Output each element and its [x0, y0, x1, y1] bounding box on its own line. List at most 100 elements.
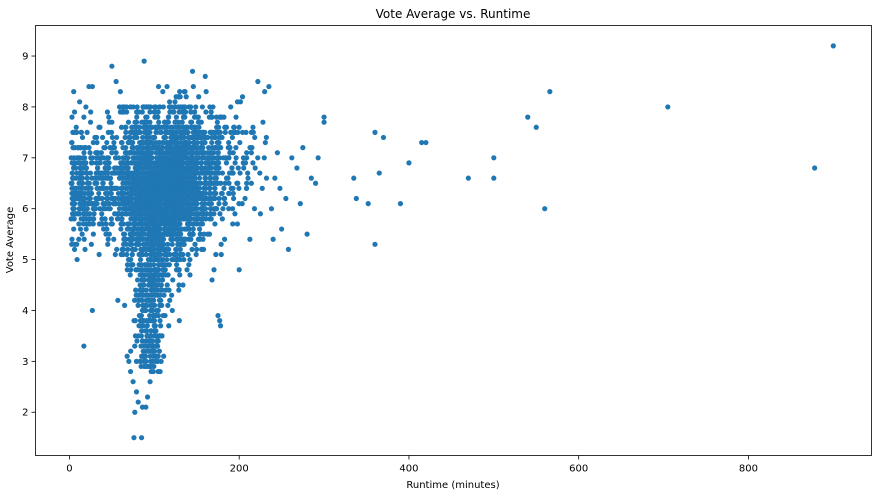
scatter-point [297, 201, 303, 207]
scatter-point [118, 185, 124, 191]
scatter-point [197, 221, 204, 227]
scatter-point [155, 368, 161, 375]
scatter-point [149, 206, 155, 212]
scatter-point [145, 129, 152, 135]
scatter-point [138, 155, 144, 161]
scatter-point [172, 190, 178, 197]
y-tick-label: 6 [22, 204, 28, 215]
scatter-point [245, 170, 251, 176]
scatter-point [221, 236, 228, 242]
scatter-point [147, 109, 153, 115]
scatter-point [184, 206, 190, 212]
scatter-point [116, 170, 122, 176]
scatter-point [125, 226, 132, 232]
scatter-point [174, 211, 180, 217]
scatter-point [181, 241, 187, 247]
scatter-point [71, 226, 77, 232]
scatter-point [209, 155, 215, 161]
scatter-point [274, 150, 280, 156]
scatter-point [155, 312, 162, 319]
scatter-point [194, 170, 200, 176]
scatter-point [162, 150, 169, 156]
scatter-point [102, 165, 108, 171]
scatter-point [190, 129, 196, 135]
scatter-point [139, 195, 145, 202]
scatter-point [226, 180, 232, 186]
scatter-point [179, 226, 185, 232]
scatter-point [171, 231, 177, 237]
scatter-point [100, 175, 106, 181]
scatter-point [104, 139, 110, 146]
scatter-point [147, 190, 153, 197]
scatter-point [300, 145, 306, 151]
scatter-point [87, 211, 93, 217]
scatter-point [229, 134, 236, 141]
scatter-point [186, 262, 192, 268]
scatter-point [191, 190, 198, 197]
scatter-point [236, 124, 242, 130]
scatter-point [152, 292, 158, 298]
scatter-point [176, 109, 182, 115]
scatter-point [158, 287, 164, 293]
scatter-point [160, 256, 166, 263]
scatter-point [138, 246, 144, 253]
scatter-point [159, 277, 166, 283]
scatter-point [102, 216, 108, 222]
scatter-point [206, 185, 213, 191]
scatter-point [94, 165, 101, 171]
scatter-point [148, 272, 154, 278]
scatter-point [91, 175, 98, 181]
scatter-point [131, 150, 137, 156]
scatter-point [198, 165, 204, 171]
scatter-point [116, 155, 122, 161]
scatter-point [148, 165, 154, 171]
scatter-point [196, 195, 202, 202]
scatter-point [88, 241, 94, 247]
scatter-point [365, 201, 371, 207]
scatter-point [121, 236, 127, 242]
scatter-point [181, 89, 187, 95]
scatter-point [104, 155, 110, 161]
y-tick-label: 5 [22, 255, 28, 266]
scatter-point [124, 262, 131, 268]
scatter-point [87, 119, 94, 125]
scatter-point [167, 297, 173, 303]
scatter-point [141, 175, 147, 181]
scatter-point [255, 155, 261, 161]
scatter-point [150, 368, 156, 375]
scatter-point [145, 343, 152, 349]
scatter-point [192, 134, 198, 141]
scatter-point [222, 201, 228, 207]
scatter-point [163, 160, 169, 166]
scatter-point [88, 109, 94, 115]
scatter-point [150, 348, 156, 354]
scatter-point [134, 201, 140, 207]
scatter-point [84, 180, 91, 186]
scatter-point [200, 145, 206, 151]
scatter-point [79, 231, 85, 237]
scatter-point [75, 145, 81, 151]
scatter-point [92, 134, 98, 141]
scatter-point [194, 145, 200, 151]
scatter-point [161, 206, 167, 212]
scatter-point [168, 190, 174, 197]
scatter-point [209, 170, 215, 176]
scatter-point [145, 160, 151, 166]
scatter-point [138, 262, 144, 268]
scatter-point [158, 231, 164, 237]
scatter-point [167, 99, 173, 105]
scatter-point [69, 180, 75, 186]
scatter-point [134, 211, 140, 217]
scatter-point [213, 170, 219, 176]
scatter-point [70, 175, 76, 181]
scatter-point [100, 180, 106, 186]
scatter-point [163, 201, 169, 207]
scatter-point [97, 124, 103, 130]
scatter-point [229, 165, 235, 171]
scatter-point [118, 165, 125, 171]
scatter-point [185, 190, 191, 197]
scatter-point [137, 287, 143, 293]
scatter-point [198, 206, 204, 212]
scatter-point [98, 150, 104, 156]
scatter-point [151, 262, 157, 268]
